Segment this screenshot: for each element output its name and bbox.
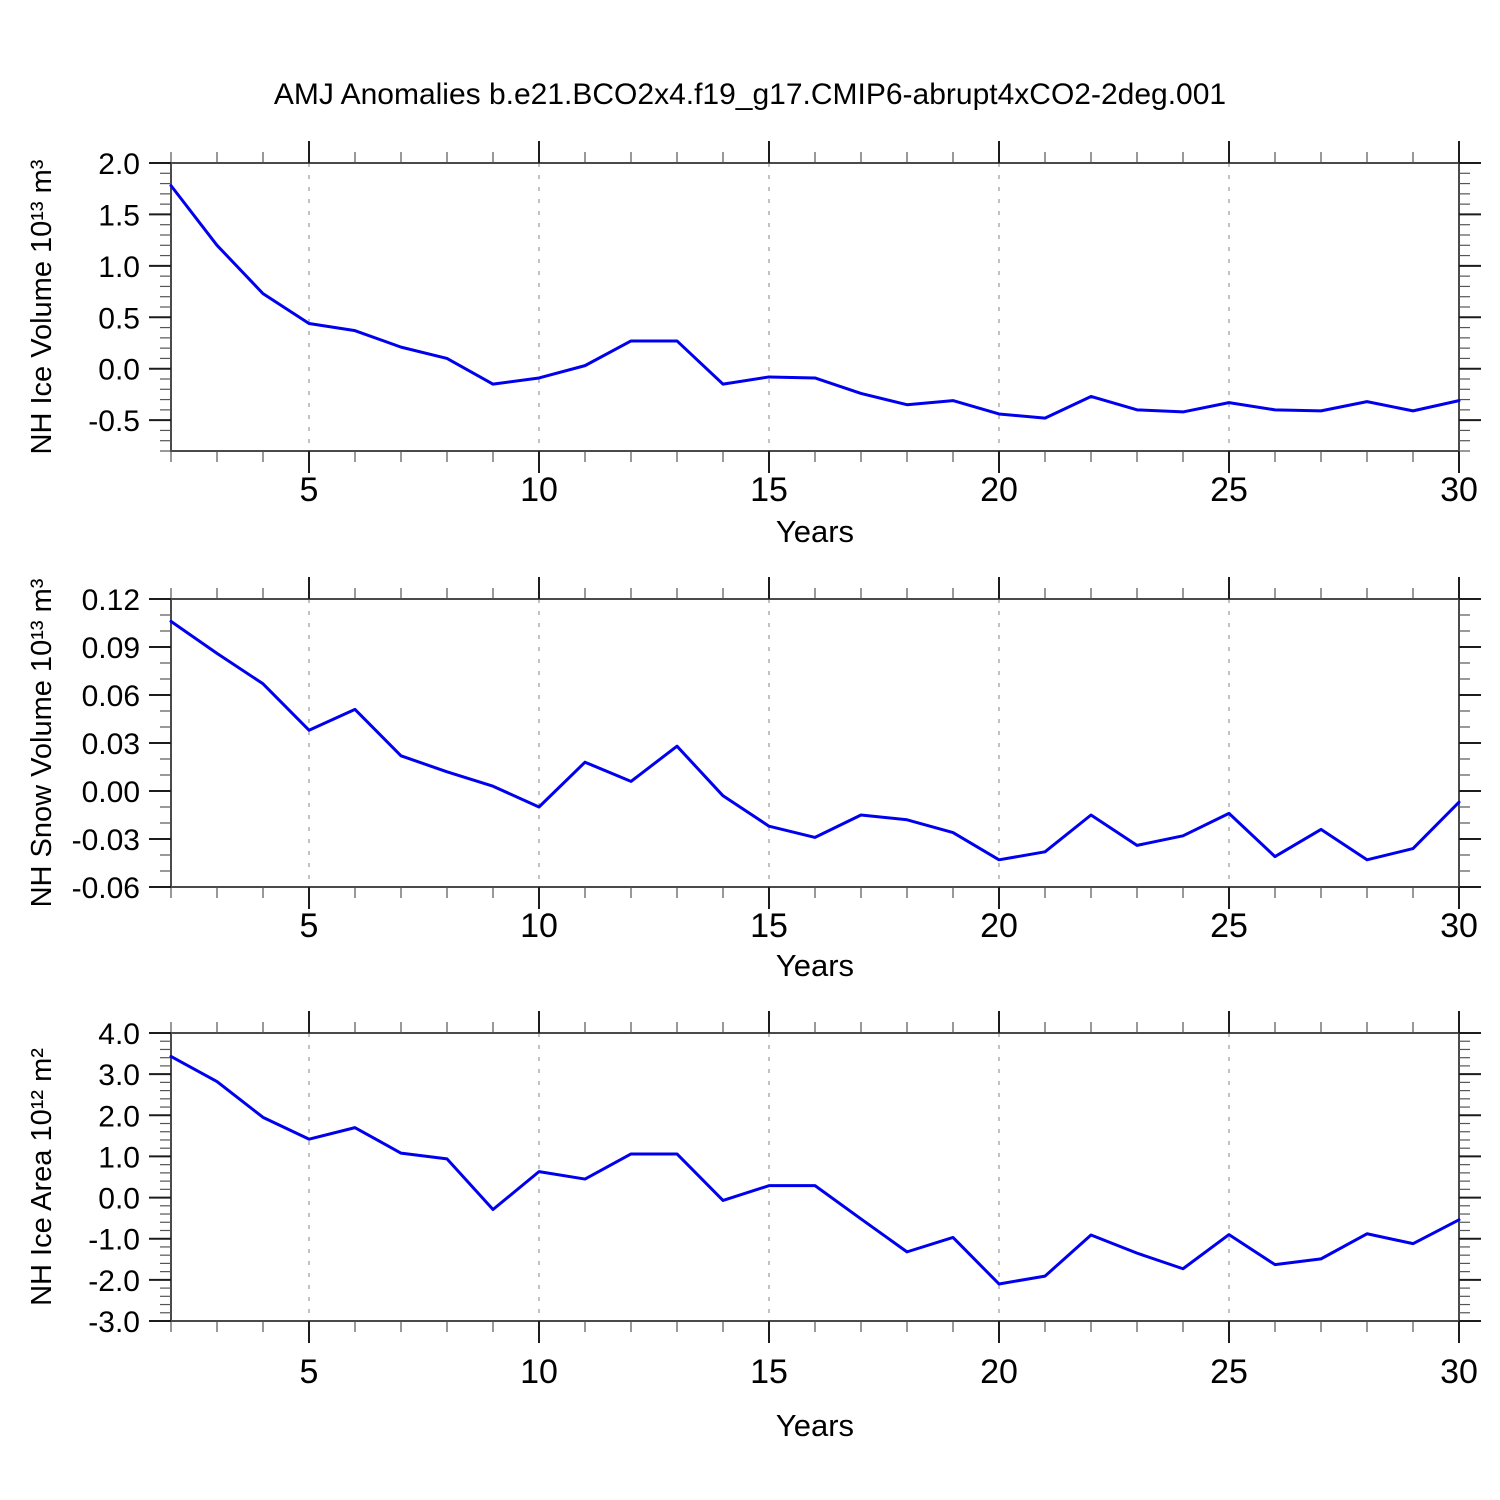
x-tick-label: 25 [1210, 907, 1248, 945]
x-tick-label: 30 [1440, 907, 1478, 945]
panel-nh-ice-area: 5 10 15 20 25 30 4.0 3.0 2.0 1.0 0.0 -1.0 -2.0 -3.0 [88, 1011, 1481, 1391]
x-tick-label: 5 [300, 471, 319, 509]
x-tick-label: 15 [750, 1353, 788, 1391]
y-axis-title-ice-volume: NH Ice Volume 10¹³ m³ [26, 159, 58, 455]
x-tick-label: 10 [520, 907, 558, 945]
y-tick-label: 0.03 [82, 728, 140, 761]
chart-title: AMJ Anomalies b.e21.BCO2x4.f19_g17.CMIP6… [273, 78, 1227, 111]
y-tick-label: -0.03 [72, 824, 140, 857]
y-tick-label: -0.5 [88, 405, 140, 438]
y-tick-label: 2.0 [98, 1100, 140, 1133]
y-tick-label: 1.0 [98, 1141, 140, 1174]
x-axis-title-panel2: Years [775, 948, 855, 983]
y-tick-label: 1.0 [98, 251, 140, 284]
x-tick-label: 25 [1210, 471, 1248, 509]
x-tick-label: 30 [1440, 471, 1478, 509]
y-tick-label: -2.0 [88, 1265, 140, 1298]
y-tick-label: 0.5 [98, 302, 140, 335]
x-tick-label: 25 [1210, 1353, 1248, 1391]
x-tick-label: 30 [1440, 1353, 1478, 1391]
y-tick-label: 0.12 [82, 584, 140, 617]
x-tick-label: 15 [750, 907, 788, 945]
plot-frame [170, 1032, 1460, 1322]
data-line-nh-snow-volume [169, 619, 1461, 862]
plot-frame [170, 598, 1460, 888]
x-tick-label: 5 [300, 1353, 319, 1391]
y-tick-label: -1.0 [88, 1224, 140, 1257]
y-tick-label: 2.0 [98, 148, 140, 181]
y-tick-label: 3.0 [98, 1059, 140, 1092]
x-tick-label: 20 [980, 907, 1018, 945]
data-line-nh-ice-area [169, 1054, 1461, 1286]
x-axis-title-panel3: Years [775, 1408, 855, 1443]
y-tick-label: -3.0 [88, 1306, 140, 1339]
y-tick-label: 0.00 [82, 776, 140, 809]
x-axis-title-panel1: Years [775, 514, 855, 549]
y-tick-label: 0.0 [98, 1183, 140, 1216]
x-tick-label: 20 [980, 1353, 1018, 1391]
panel-nh-snow-volume: 5 10 15 20 25 30 0.12 0.09 0.06 0.03 0.00 -0.03 -0.0… [72, 577, 1481, 945]
y-tick-label: 0.09 [82, 632, 140, 665]
y-tick-label: 0.0 [98, 354, 140, 387]
panel-nh-ice-volume: 5 10 15 20 25 30 2.0 1.5 1.0 0.5 0.0 -0.5 [88, 141, 1481, 509]
x-tick-label: 5 [300, 907, 319, 945]
y-tick-label: 1.5 [98, 199, 140, 232]
y-tick-label: 0.06 [82, 680, 140, 713]
x-tick-label: 10 [520, 1353, 558, 1391]
data-line-nh-ice-volume [169, 184, 1461, 420]
y-axis-title-ice-area: NH Ice Area 10¹² m² [26, 1048, 58, 1306]
y-tick-label: 4.0 [98, 1018, 140, 1051]
x-tick-label: 20 [980, 471, 1018, 509]
y-axis-title-snow-volume: NH Snow Volume 10¹³ m³ [26, 578, 58, 908]
y-tick-label: -0.06 [72, 872, 140, 905]
x-tick-label: 10 [520, 471, 558, 509]
x-tick-label: 15 [750, 471, 788, 509]
